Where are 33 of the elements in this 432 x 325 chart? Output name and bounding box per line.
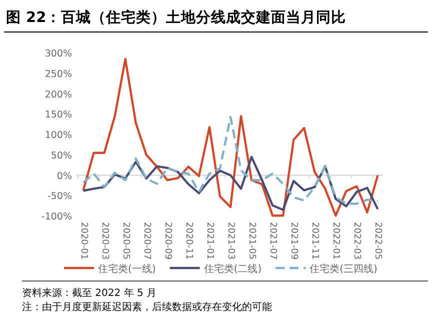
y-tick-label: 50% [50, 150, 72, 162]
line-series [82, 58, 379, 217]
y-tick-label: 250% [44, 68, 72, 80]
legend-label: 住宅类(三四线) [310, 263, 378, 275]
x-tick-label: 2020-09 [162, 222, 172, 260]
x-tick-label: 2021-05 [246, 222, 257, 260]
x-tick-label: 2020-01 [78, 222, 88, 260]
y-tick-label: 100% [44, 130, 72, 141]
x-tick-label: 2021-11 [310, 222, 320, 260]
y-tick-label: 200% [44, 89, 72, 100]
x-tick-label: 2021-01 [204, 222, 214, 260]
y-tick-label: 300% [44, 48, 72, 60]
legend-label: 住宅类(一线) [98, 263, 156, 275]
x-tick-label: 2022-01 [330, 222, 341, 260]
x-tick-label: 2021-03 [226, 222, 236, 260]
line-series [82, 116, 379, 205]
x-tick-label: 2022-05 [372, 222, 383, 260]
x-tick-label: 2020-11 [183, 222, 194, 260]
x-tick-label: 2020-05 [120, 222, 130, 260]
x-tick-label: 2021-07 [268, 222, 278, 260]
legend-label: 住宅类(二线) [204, 263, 262, 275]
y-tick-label: 0% [56, 170, 72, 182]
y-tick-label: -50% [47, 191, 72, 202]
x-tick-label: 2022-03 [352, 222, 362, 260]
x-tick-label: 2021-09 [288, 222, 299, 260]
line-series [82, 156, 379, 211]
chart-title: 图 22：百城（住宅类）土地分线成交建面当月同比 [6, 8, 346, 26]
text: 注：由于月度更新延迟因素，后续数据或存在变化的可能 [22, 301, 272, 313]
x-tick-label: 2020-03 [99, 222, 110, 260]
x-tick-label: 2020-07 [141, 222, 152, 260]
text: 资料来源：截至 2022 年 5 月 [22, 287, 157, 299]
y-tick-label: 150% [44, 110, 72, 121]
y-tick-label: -100% [41, 212, 72, 222]
